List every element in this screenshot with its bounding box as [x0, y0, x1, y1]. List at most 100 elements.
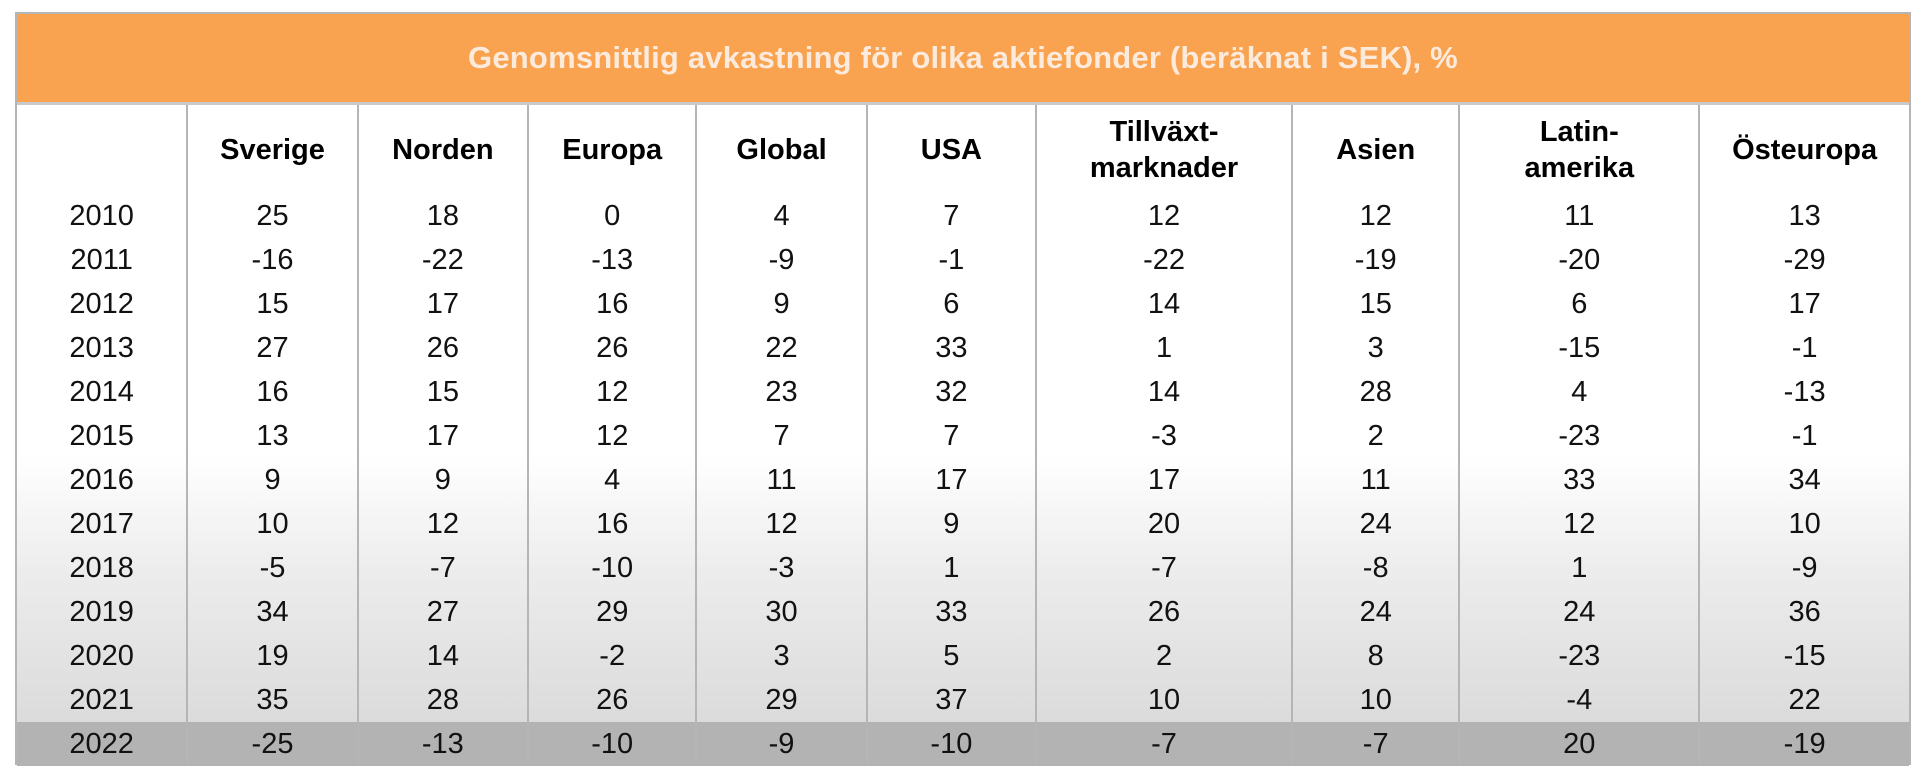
value-cell: 16	[186, 370, 358, 414]
value-cell: -19	[1291, 238, 1460, 282]
title-text: Genomsnittlig avkastning för olika aktie…	[468, 40, 1458, 75]
value-cell: 27	[186, 326, 358, 370]
value-cell: 3	[1291, 326, 1460, 370]
value-cell: 6	[865, 282, 1037, 326]
year-cell: 2021	[69, 683, 134, 716]
value-cell: -1	[1698, 414, 1909, 458]
column-header: Norden	[356, 105, 529, 194]
value-cell: -10	[527, 722, 697, 766]
value-cell: -23	[1458, 414, 1700, 458]
table-row: 2021 35 28 26 29 37 10 10 -4 22	[17, 678, 1909, 722]
value-cell: 11	[1458, 194, 1700, 238]
value-cell: 11	[1291, 458, 1460, 502]
value-cell: 5	[865, 634, 1037, 678]
value-cell: 6	[1458, 282, 1700, 326]
value-cell: 37	[865, 678, 1037, 722]
value-cell: -13	[1698, 370, 1909, 414]
value-cell: 12	[1035, 194, 1293, 238]
value-cell: 32	[865, 370, 1037, 414]
value-cell: 8	[1291, 634, 1460, 678]
value-cell: 27	[356, 590, 529, 634]
value-cell: -15	[1698, 634, 1909, 678]
value-cell: 15	[1291, 282, 1460, 326]
value-cell: 14	[356, 634, 529, 678]
table-row: 2020 19 14 -2 3 5 2 8 -23 -15	[17, 634, 1909, 678]
value-cell: 17	[1035, 458, 1293, 502]
value-cell: -1	[865, 238, 1037, 282]
value-cell: 4	[695, 194, 867, 238]
value-cell: -7	[1291, 722, 1460, 766]
value-cell: 17	[865, 458, 1037, 502]
value-cell: 11	[695, 458, 867, 502]
table-row: 2018 -5 -7 -10 -3 1 -7 -8 1 -9	[17, 546, 1909, 590]
table-row: 2012 15 17 16 9 6 14 15 6 17	[17, 282, 1909, 326]
year-cell: 2015	[69, 419, 134, 452]
table-row: 2017 10 12 16 12 9 20 24 12 10	[17, 502, 1909, 546]
column-header: Asien	[1291, 105, 1460, 194]
value-cell: 16	[527, 502, 697, 546]
value-cell: 30	[695, 590, 867, 634]
value-cell: -9	[695, 722, 867, 766]
value-cell: 10	[186, 502, 358, 546]
value-cell: 15	[186, 282, 358, 326]
table-row: 2011 -16 -22 -13 -9 -1 -22 -19 -20 -29	[17, 238, 1909, 282]
value-cell: 20	[1458, 722, 1700, 766]
value-cell: 16	[527, 282, 697, 326]
table-row: 2013 27 26 26 22 33 1 3 -15 -1	[17, 326, 1909, 370]
value-cell: -22	[1035, 238, 1293, 282]
value-cell: 18	[356, 194, 529, 238]
table-row: 2010 25 18 0 4 7 12 12 11 13	[17, 194, 1909, 238]
value-cell: 24	[1291, 590, 1460, 634]
year-cell: 2017	[69, 507, 134, 540]
value-cell: 12	[527, 414, 697, 458]
year-cell: 2019	[69, 595, 134, 628]
value-cell: 0	[527, 194, 697, 238]
value-cell: 9	[356, 458, 529, 502]
value-cell: 2	[1035, 634, 1293, 678]
returns-table: Sverige Norden Europa Global USA Tillväxt-mar…	[17, 105, 1909, 766]
header-row: Sverige Norden Europa Global USA Tillväxt-mar…	[17, 105, 1909, 194]
value-cell: 13	[1698, 194, 1909, 238]
table-row: 2022 -25 -13 -10 -9 -10 -7 -7 20 -19	[17, 722, 1909, 766]
value-cell: 4	[1458, 370, 1700, 414]
value-cell: -3	[695, 546, 867, 590]
value-cell: 13	[186, 414, 358, 458]
value-cell: 7	[695, 414, 867, 458]
value-cell: 14	[1035, 370, 1293, 414]
year-cell: 2020	[69, 639, 134, 672]
value-cell: 15	[356, 370, 529, 414]
value-cell: -10	[865, 722, 1037, 766]
column-header: Tillväxt-marknader	[1035, 105, 1293, 194]
value-cell: 17	[1698, 282, 1909, 326]
value-cell: 26	[527, 678, 697, 722]
column-header: Östeuropa	[1698, 105, 1909, 194]
table-row: 2016 9 9 4 11 17 17 11 33 34	[17, 458, 1909, 502]
returns-table-panel: Genomsnittlig avkastning för olika aktie…	[15, 12, 1911, 766]
value-cell: 7	[865, 194, 1037, 238]
value-cell: 17	[356, 414, 529, 458]
value-cell: -9	[1698, 546, 1909, 590]
value-cell: 9	[865, 502, 1037, 546]
value-cell: 1	[865, 546, 1037, 590]
column-header: Latin-amerika	[1458, 105, 1700, 194]
value-cell: 22	[1698, 678, 1909, 722]
value-cell: 23	[695, 370, 867, 414]
value-cell: 24	[1458, 590, 1700, 634]
value-cell: -2	[527, 634, 697, 678]
value-cell: -7	[356, 546, 529, 590]
value-cell: 19	[186, 634, 358, 678]
value-cell: -7	[1035, 722, 1293, 766]
value-cell: -15	[1458, 326, 1700, 370]
column-header: Sverige	[186, 105, 358, 194]
year-cell: 2016	[69, 463, 134, 496]
value-cell: 14	[1035, 282, 1293, 326]
value-cell: -19	[1698, 722, 1909, 766]
value-cell: -9	[695, 238, 867, 282]
value-cell: 9	[695, 282, 867, 326]
value-cell: 28	[356, 678, 529, 722]
value-cell: 22	[695, 326, 867, 370]
value-cell: 10	[1698, 502, 1909, 546]
value-cell: -13	[527, 238, 697, 282]
table-row: 2014 16 15 12 23 32 14 28 4 -13	[17, 370, 1909, 414]
value-cell: 12	[695, 502, 867, 546]
